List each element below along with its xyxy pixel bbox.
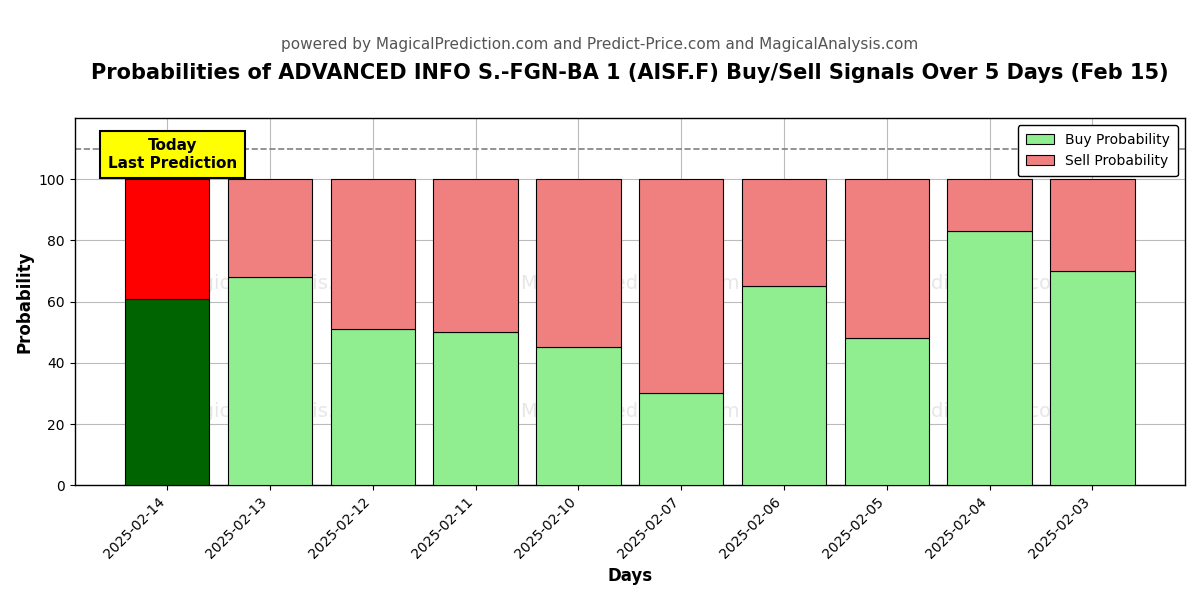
Bar [640,394,724,485]
Bar [331,179,415,329]
Bar [125,299,210,485]
Bar [742,286,826,485]
Bar [536,347,620,485]
Bar [228,179,312,277]
Bar [228,277,312,485]
Bar [433,179,517,332]
Bar [845,179,929,338]
Text: Today
Last Prediction: Today Last Prediction [108,139,238,171]
X-axis label: Days: Days [607,567,653,585]
Bar [948,179,1032,231]
Text: MagicalAnalysis.com: MagicalAnalysis.com [173,274,376,293]
Bar [1050,179,1134,271]
Bar [742,179,826,286]
Bar [331,329,415,485]
Text: MagicalAnalysis.com: MagicalAnalysis.com [173,402,376,421]
Text: Predict-Price.com: Predict-Price.com [900,274,1070,293]
Text: Predict-Price.com: Predict-Price.com [900,402,1070,421]
Bar [1050,271,1134,485]
Bar [433,332,517,485]
Legend: Buy Probability, Sell Probability: Buy Probability, Sell Probability [1018,125,1178,176]
Title: Probabilities of ADVANCED INFO S.-FGN-BA 1 (AISF.F) Buy/Sell Signals Over 5 Days: Probabilities of ADVANCED INFO S.-FGN-BA… [91,63,1169,83]
Bar [948,231,1032,485]
Text: MagicalPrediction.com: MagicalPrediction.com [520,274,739,293]
Text: MagicalPrediction.com: MagicalPrediction.com [520,402,739,421]
Text: powered by MagicalPrediction.com and Predict-Price.com and MagicalAnalysis.com: powered by MagicalPrediction.com and Pre… [281,37,919,52]
Bar [845,338,929,485]
Bar [640,179,724,394]
Bar [125,179,210,299]
Y-axis label: Probability: Probability [16,250,34,353]
Bar [536,179,620,347]
